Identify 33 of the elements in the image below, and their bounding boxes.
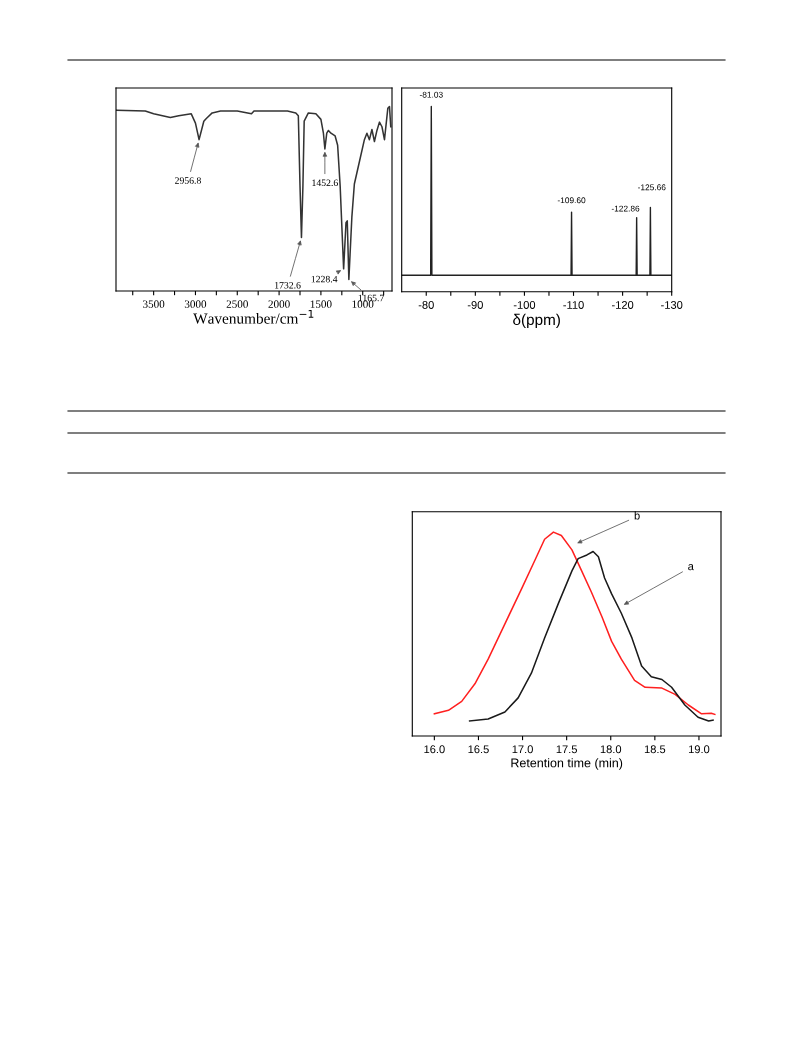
x-tick-label: -100 [513, 301, 536, 309]
x-tick-label: 19.0 [688, 745, 710, 754]
x-tick-label: -80 [418, 301, 434, 309]
x-tick-label: -90 [467, 301, 483, 309]
annotation: 1452.6 [312, 179, 338, 187]
annotation: 1732.6 [275, 281, 301, 289]
annotation: 1228.4 [311, 275, 338, 283]
annotation: 1165.7 [358, 294, 384, 302]
x-axis-title: Wavenumber/cm$^{−1}$ [193, 309, 314, 324]
annotation: 2956.8 [175, 177, 201, 184]
x-tick-label: 1500 [310, 300, 332, 308]
x-tick-label: 17.5 [556, 745, 577, 754]
x-tick-label: 17.0 [512, 745, 533, 754]
x-tick-label: 3000 [184, 300, 207, 308]
x-axis-title: δ(ppm) [513, 313, 560, 329]
x-tick-label: 1000 [352, 300, 374, 308]
annotation: -109.60 [557, 197, 586, 204]
x-tick-label: -130 [661, 301, 683, 309]
annotation: b [634, 511, 640, 520]
x-tick-label: 16.0 [424, 745, 445, 754]
x-axis-title: Retention time (min) [511, 758, 623, 770]
x-tick-label: -110 [563, 301, 584, 309]
annotation: a [688, 564, 694, 571]
x-tick-label: 3500 [143, 300, 165, 308]
x-tick-label: 18.5 [644, 745, 666, 754]
annotation: -122.86 [611, 205, 640, 212]
x-tick-label: 18.0 [600, 745, 622, 754]
x-tick-label: 2500 [226, 300, 248, 308]
x-tick-label: 16.5 [468, 745, 489, 754]
annotation: -81.03 [419, 91, 443, 98]
annotation: -125.66 [638, 184, 666, 191]
x-tick-label: 2000 [268, 300, 290, 308]
x-tick-label: -120 [611, 301, 634, 309]
